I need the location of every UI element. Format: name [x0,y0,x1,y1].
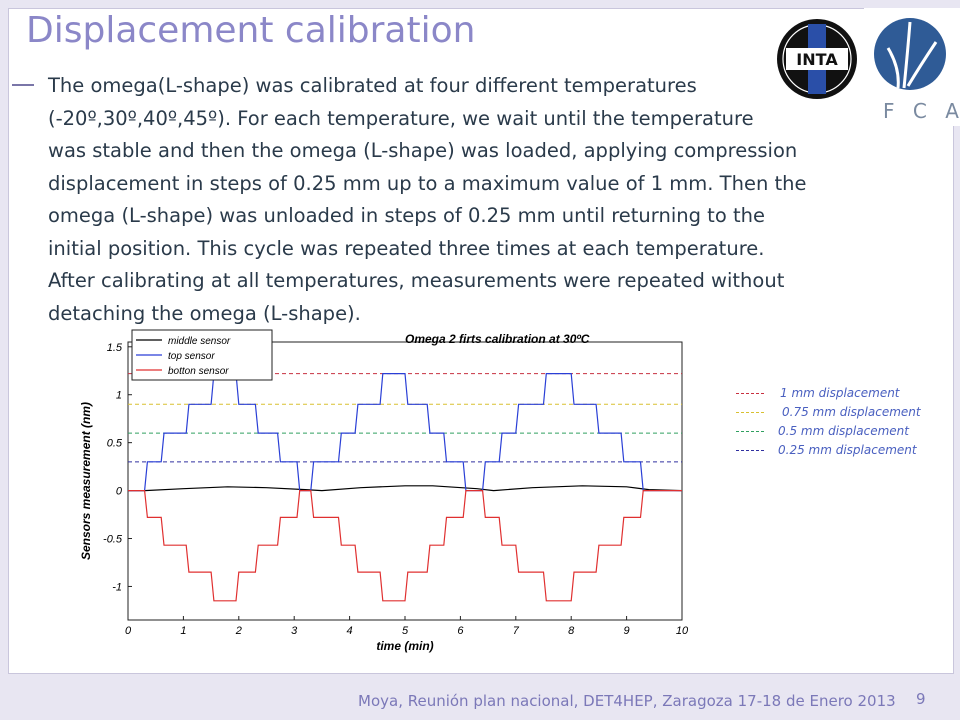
displacement-legend-swatch [736,431,764,432]
x-tick-label: 7 [513,625,520,637]
ifca-logo-text: i F C A [864,99,960,123]
paragraph-line: omega (L-shape) was unloaded in steps of… [48,204,765,227]
paragraph-line: (-20º,30º,40º,45º). For each temperature… [48,106,754,130]
x-tick-label: 2 [235,625,242,637]
displacement-legend-item: 0.5 mm displacement [736,422,946,441]
series-line-middle-sensor [128,485,683,492]
y-tick-label: 1 [116,390,122,402]
legend-label: top sensor [168,351,215,362]
slide-title: Displacement calibration [26,10,476,51]
displacement-legend-swatch [736,450,764,451]
paragraph-line: After calibrating at all temperatures, m… [48,269,785,292]
x-tick-label: 0 [125,625,132,637]
legend-label: middle sensor [168,336,231,347]
x-tick-label: 8 [568,625,575,637]
y-axis-label: Sensors measurement (nm) [79,402,93,560]
inta-logo: INTA [777,19,857,99]
bullet-marker [12,84,34,86]
footer-text: Moya, Reunión plan nacional, DET4HEP, Za… [358,692,896,710]
calibration-chart: Omega 2 firts calibration at 30ºC 0 1 2 3 4 5 6… [79,329,689,653]
legend-label: botton sensor [168,366,229,377]
displacement-legend-label: 0.75 mm displacement [782,405,921,419]
displacement-legend-item: 0.25 mm displacement [736,441,946,460]
x-axis-label: time (min) [376,639,433,653]
x-tick-label: 9 [624,625,630,637]
x-tick-label: 6 [457,625,464,637]
x-tick-label: 3 [291,625,298,637]
displacement-legend-label: 1 mm displacement [780,386,900,400]
displacement-legend-item: 0.75 mm displacement [736,403,946,422]
displacement-legend-item: 1 mm displacement [736,384,946,403]
inta-logo-text: INTA [796,50,838,69]
paragraph-line: detaching the omega (L-shape). [48,301,361,325]
y-tick-label: -1 [112,581,122,593]
body-paragraph: The omega(L-shape) was calibrated at fou… [48,70,908,330]
paragraph-line: The omega(L-shape) was calibrated at fou… [48,74,697,97]
ifca-logo: i F C A [864,8,960,126]
x-tick-label: 4 [347,625,353,637]
displacement-legend: 1 mm displacement 0.75 mm displacement 0.5… [736,384,946,460]
y-tick-label: 0.5 [107,438,123,450]
y-tick-label: 1.5 [107,342,123,354]
paragraph-line: initial position. This cycle was repeate… [48,236,765,260]
paragraph-line: was stable and then the omega (L-shape) … [48,139,798,162]
displacement-legend-swatch [736,412,764,413]
x-tick-label: 10 [676,625,689,637]
displacement-legend-label: 0.5 mm displacement [778,424,909,438]
x-tick-label: 5 [402,625,409,637]
x-tick-label: 1 [180,625,186,637]
displacement-legend-swatch [736,393,764,394]
plot-area [127,341,683,621]
series-line-botton-sensor [128,490,682,602]
y-tick-label: -0.5 [103,534,123,546]
displacement-legend-label: 0.25 mm displacement [778,443,917,457]
paragraph-line: displacement in steps of 0.25 mm up to a… [48,171,807,195]
y-tick-label: 0 [116,486,123,498]
chart-title: Omega 2 firts calibration at 30ºC [405,332,590,346]
page-number: 9 [916,690,926,708]
